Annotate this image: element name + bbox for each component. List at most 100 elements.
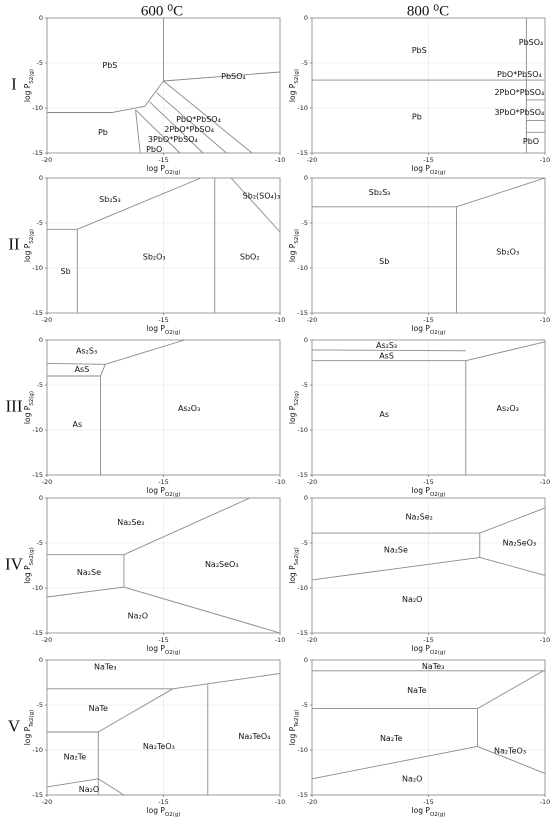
y-axis-label: log PTe2(g) — [288, 710, 300, 745]
phase-boundary — [477, 745, 546, 774]
x-tick-label: -20 — [42, 636, 53, 644]
y-axis-label: log PS2(g) — [23, 229, 35, 262]
row-label: IV — [5, 554, 24, 573]
phase-boundary — [46, 586, 124, 598]
x-tick-label: -20 — [42, 316, 53, 324]
phase-boundary — [98, 778, 125, 796]
x-axis-label-sub: O2(g) — [165, 492, 181, 498]
region-label: SbO₂ — [240, 253, 260, 262]
y-axis-label-sub: Se2(g) — [294, 547, 300, 565]
y-tick-label: -5 — [37, 59, 43, 67]
plot-frame — [311, 17, 546, 154]
region-label: 2PbO*PbSO₄ — [164, 125, 214, 134]
y-tick-label: 0 — [39, 174, 43, 182]
plot-frame — [311, 497, 546, 634]
phase-boundary — [311, 745, 478, 780]
region-label: Sb₂(SO₄)₃ — [243, 192, 280, 201]
x-tick-label: -10 — [540, 636, 550, 644]
y-tick-label: -5 — [37, 381, 43, 389]
y-tick-label: -10 — [297, 264, 308, 272]
phase-boundary — [172, 673, 281, 690]
region-label: As₂O₃ — [497, 404, 519, 413]
x-tick-label: -10 — [540, 156, 550, 164]
x-axis-label-sub: O2(g) — [430, 650, 446, 656]
y-tick-label: -5 — [302, 701, 308, 709]
x-tick-label: -10 — [540, 316, 550, 324]
x-tick-label: -15 — [158, 156, 169, 164]
x-tick-label: -20 — [42, 478, 53, 486]
row-label: II — [8, 234, 20, 253]
region-label: Na₂SeO₃ — [205, 560, 239, 569]
y-tick-label: -15 — [32, 629, 43, 637]
region-label: As₂S₃ — [376, 341, 397, 350]
x-axis-label-sub: O2(g) — [430, 330, 446, 336]
x-tick-label: -20 — [307, 636, 318, 644]
y-tick-label: -5 — [37, 219, 43, 227]
plot-frame — [46, 659, 281, 796]
phase-boundary — [477, 669, 546, 709]
x-tick-label: -15 — [423, 798, 434, 806]
phase-boundary — [163, 71, 281, 82]
region-label: As₂S₃ — [76, 346, 97, 355]
x-tick-label: -20 — [307, 478, 318, 486]
region-label: PbO*PbSO₄ — [497, 70, 542, 79]
region-label: AsS — [75, 365, 90, 374]
x-axis-label-main: log P — [412, 324, 431, 333]
region-label: 3PbO*PbSO₄ — [494, 108, 544, 117]
region-label: PbO — [146, 145, 162, 154]
region-label: Sb₂S₃ — [99, 195, 121, 204]
y-tick-label: -10 — [297, 584, 308, 592]
y-axis-label-main: log P — [23, 405, 32, 424]
y-axis-label-sub: S2(g) — [294, 229, 300, 244]
y-axis-label-sub: Te2(g) — [29, 710, 35, 728]
region-label: Na₂Te — [64, 753, 87, 762]
x-tick-label: -20 — [307, 316, 318, 324]
x-tick-label: -10 — [275, 798, 286, 806]
x-axis-label: log PO2(g) — [147, 644, 181, 656]
y-axis-label: log PSe2(g) — [288, 547, 300, 584]
region-label: PbS — [102, 61, 117, 70]
y-tick-label: 0 — [39, 494, 43, 502]
phase-boundary — [77, 177, 201, 230]
x-axis-label-main: log P — [147, 164, 166, 173]
y-tick-label: -15 — [32, 791, 43, 799]
y-axis-label-main: log P — [23, 565, 32, 584]
column-title: 600 ⁰C — [141, 3, 183, 19]
x-axis-label-sub: O2(g) — [430, 492, 446, 498]
x-axis-label: log PO2(g) — [147, 486, 181, 498]
y-axis-label-main: log P — [288, 243, 297, 262]
y-tick-label: -10 — [297, 104, 308, 112]
phase-boundary — [123, 586, 281, 634]
region-label: Na₂O — [128, 611, 148, 620]
phase-boundary — [46, 362, 106, 365]
x-axis-label-sub: O2(g) — [165, 650, 181, 656]
y-tick-label: 0 — [304, 174, 308, 182]
x-axis-label-main: log P — [412, 164, 431, 173]
y-axis-label: log PS2(g) — [23, 69, 35, 102]
phase-boundary — [456, 177, 546, 208]
y-tick-label: -15 — [297, 149, 308, 157]
y-tick-label: 0 — [304, 494, 308, 502]
region-label: Sb — [61, 267, 71, 276]
phase-boundary — [163, 80, 253, 154]
x-axis-label-main: log P — [147, 486, 166, 495]
x-tick-label: -10 — [275, 156, 286, 164]
y-tick-label: -10 — [32, 426, 43, 434]
y-axis-label-sub: S2(g) — [294, 391, 300, 406]
region-label: Na₂Se₂ — [406, 512, 433, 521]
phase-boundary — [112, 80, 164, 113]
y-axis-label-main: log P — [23, 726, 32, 745]
y-tick-label: -10 — [32, 104, 43, 112]
y-axis-label: log PS2(g) — [23, 391, 35, 424]
y-tick-label: -10 — [32, 264, 43, 272]
y-axis-label-main: log P — [23, 83, 32, 102]
phase-boundary — [311, 556, 480, 581]
x-axis-label: log PO2(g) — [147, 806, 181, 818]
x-tick-label: -15 — [158, 636, 169, 644]
y-axis-label: log PS2(g) — [288, 229, 300, 262]
x-axis-label-sub: O2(g) — [165, 170, 181, 176]
y-tick-label: -5 — [302, 381, 308, 389]
region-label: PbS — [412, 46, 427, 55]
column-title: 800 ⁰C — [407, 3, 449, 19]
